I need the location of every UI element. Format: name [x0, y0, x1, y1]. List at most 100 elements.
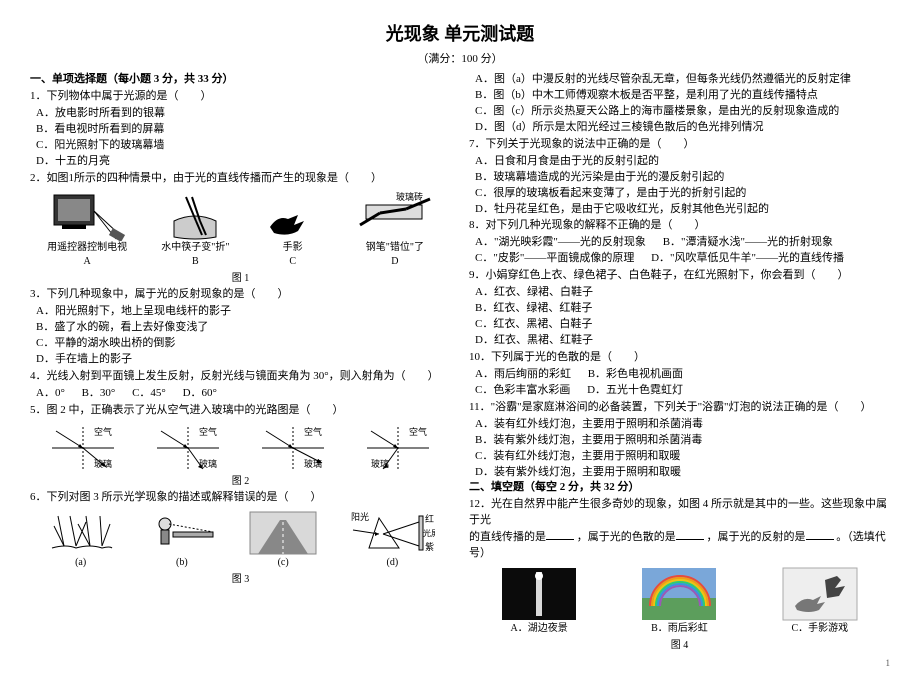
mirage-road-icon	[248, 510, 318, 556]
q12-line1: 12．光在自然界中能产生很多奇妙的现象，如图 4 所示就是其中的一些。这些现象中…	[469, 497, 890, 529]
svg-text:玻璃: 玻璃	[199, 458, 217, 469]
q2: 2．如图1所示的四种情景中，由于光的直线传播而产生的现象是（ ）	[30, 171, 451, 187]
q10-a: A．雨后绚丽的彩虹	[475, 368, 571, 380]
fig1-b-letter: B	[192, 255, 199, 270]
q3: 3．下列几种现象中，属于光的反射现象的是（ ）	[30, 287, 451, 303]
fig3-d-label: (d)	[387, 556, 399, 571]
chopsticks-icon	[166, 191, 224, 241]
fig4-c: C．手影游戏	[781, 566, 859, 637]
page-number: 1	[469, 657, 890, 670]
q4-a: A．0°	[36, 387, 65, 399]
fig3-caption: 图 3	[30, 573, 451, 588]
figure-3: (a) (b) (c)	[30, 510, 451, 571]
q4-d: D．60°	[183, 387, 217, 399]
fig2-caption: 图 2	[30, 475, 451, 490]
q6: 6．下列对图 3 所示光学现象的描述或解释错误的是（ ）	[30, 490, 451, 506]
q6-c: C．图（c）所示炎热夏天公路上的海市蜃楼景象，是由光的反射现象造成的	[475, 104, 890, 120]
left-column: 一、单项选择题（每小题 3 分，共 33 分） 1．下列物体中属于光源的是（ ）…	[30, 72, 451, 670]
q8-row1: A．"湖光映彩霞"——光的反射现象 B．"潭清疑水浅"——光的折射现象	[475, 235, 890, 251]
fig1-c-letter: C	[289, 255, 296, 270]
fig4-a: A．湖边夜景	[500, 566, 578, 637]
fig1-a: 用遥控器控制电视 A	[47, 191, 127, 270]
figure-1: 用遥控器控制电视 A 水中筷子变"折" B 手影 C	[30, 191, 451, 270]
q8-row2: C．"皮影"——平面镜成像的原理 D．"风吹草低见牛羊"——光的直线传播	[475, 251, 890, 267]
q11-c: C．装有红外线灯泡，主要用于照明和取暖	[475, 449, 890, 465]
page-title: 光现象 单元测试题	[30, 20, 890, 46]
q11-a: A．装有红外线灯泡，主要用于照明和杀菌消毒	[475, 417, 890, 433]
ray-diagram-c-icon: 空气 玻璃	[258, 423, 328, 473]
fig4-b-label: B．雨后彩虹	[651, 622, 708, 637]
svg-text:空气: 空气	[304, 426, 322, 437]
q1-b: B．看电视时所看到的屏幕	[36, 122, 451, 138]
screen-label: 光屏	[423, 528, 435, 538]
q8-a: A．"湖光映彩霞"——光的反射现象	[475, 236, 646, 248]
q6-text: 6．下列对图 3 所示光学现象的描述或解释错误的是（ ）	[30, 491, 322, 503]
red-label: 红	[425, 513, 434, 524]
fig1-b-label: 水中筷子变"折"	[161, 241, 229, 256]
q12d: ，属于光的反射的是	[707, 531, 806, 543]
prism-dispersion-icon: 阳光 红 紫 光屏	[349, 510, 435, 556]
svg-text:空气: 空气	[409, 426, 427, 437]
q5: 5．图 2 中，正确表示了光从空气进入玻璃中的光路图是（ ）	[30, 403, 451, 419]
hand-shadow-icon	[264, 191, 322, 241]
hand-shadow-game-icon	[781, 566, 859, 622]
pen-glass-icon: 玻璃砖	[356, 191, 434, 241]
svg-text:玻璃: 玻璃	[371, 458, 389, 469]
q10: 10．下列属于光的色散的是（ ）	[469, 350, 890, 366]
q6-b: B．图（b）中木工师傅观察木板是否平整，是利用了光的直线传播特点	[475, 88, 890, 104]
q10-row2: C．色彩丰富水彩画 D．五光十色霓虹灯	[475, 383, 890, 399]
fig3-a-label: (a)	[75, 556, 86, 571]
air-label: 空气	[94, 426, 112, 437]
q7: 7．下列关于光现象的说法中正确的是（ ）	[469, 137, 890, 153]
two-column-layout: 一、单项选择题（每小题 3 分，共 33 分） 1．下列物体中属于光源的是（ ）…	[30, 72, 890, 670]
fig1-b: 水中筷子变"折" B	[161, 191, 229, 270]
q12b: 的直线传播的是	[469, 531, 546, 543]
q1-a: A．放电影时所看到的银幕	[36, 106, 451, 122]
page-subtitle: （满分：100 分）	[30, 50, 890, 66]
fig1-d-letter: D	[391, 255, 398, 270]
glass-label: 玻璃砖	[396, 191, 423, 202]
fig2-b: 空气 玻璃	[153, 423, 223, 473]
q4-opts: A．0° B．30° C．45° D．60°	[36, 386, 451, 402]
q3-d: D．手在墙上的影子	[36, 352, 451, 368]
q10-b: B．彩色电视机画面	[588, 368, 683, 380]
q8-c: C．"皮影"——平面镜成像的原理	[475, 252, 634, 264]
lake-night-icon	[500, 566, 578, 622]
right-column: A．图（a）中漫反射的光线尽管杂乱无章，但每条光线仍然遵循光的反射定律 B．图（…	[469, 72, 890, 670]
blank-1[interactable]	[546, 539, 574, 540]
fig3-b: (b)	[147, 510, 217, 571]
q10-d: D．五光十色霓虹灯	[587, 384, 683, 396]
q9-c: C．红衣、黑裙、白鞋子	[475, 317, 890, 333]
q11-b: B．装有紫外线灯泡，主要用于照明和杀菌消毒	[475, 433, 890, 449]
fig4-caption: 图 4	[469, 639, 890, 654]
q9-d: D．红衣、黑裙、红鞋子	[475, 333, 890, 349]
fig3-c: (c)	[248, 510, 318, 571]
q6-a: A．图（a）中漫反射的光线尽管杂乱无章，但每条光线仍然遵循光的反射定律	[475, 72, 890, 88]
fig1-d: 玻璃砖 钢笔"错位"了 D	[356, 191, 434, 270]
fig1-c-label: 手影	[283, 241, 303, 256]
q4-b: B．30°	[82, 387, 116, 399]
fig1-caption: 图 1	[30, 272, 451, 287]
ray-diagram-b-icon: 空气 玻璃	[153, 423, 223, 473]
ray-diagram-d-icon: 空气 玻璃	[363, 423, 433, 473]
blank-2[interactable]	[676, 539, 704, 540]
q3-b: B．盛了水的碗，看上去好像变浅了	[36, 320, 451, 336]
fig2-d: 空气 玻璃	[363, 423, 433, 473]
fig4-b: B．雨后彩虹	[640, 566, 718, 637]
purple-label: 紫	[425, 542, 434, 552]
q8: 8．对下列几种光现象的解释不正确的是（ ）	[469, 218, 890, 234]
q12-line2: 的直线传播的是 ，属于光的色散的是 ，属于光的反射的是 。（选填代号）	[469, 530, 890, 562]
fig1-d-label: 钢笔"错位"了	[366, 241, 424, 256]
figure-4: A．湖边夜景 B．雨后彩虹	[469, 566, 890, 637]
remote-tv-icon	[48, 191, 126, 241]
q7-c: C．很厚的玻璃板看起来变薄了，是由于光的折射引起的	[475, 186, 890, 202]
q6-d: D．图（d）所示是太阳光经过三棱镜色散后的色光排列情况	[475, 120, 890, 136]
q1: 1．下列物体中属于光源的是（ ）	[30, 89, 451, 105]
q4: 4．光线入射到平面镜上发生反射，反射光线与镜面夹角为 30°，则入射角为（ ）	[30, 369, 451, 385]
q9-a: A．红衣、绿裙、白鞋子	[475, 285, 890, 301]
glass-label: 玻璃	[94, 458, 112, 469]
fig4-c-label: C．手影游戏	[791, 622, 848, 637]
q9: 9．小娟穿红色上衣、绿色裙子、白色鞋子，在红光照射下，你会看到（ ）	[469, 268, 890, 284]
blank-3[interactable]	[806, 539, 834, 540]
q10-row1: A．雨后绚丽的彩虹 B．彩色电视机画面	[475, 367, 890, 383]
